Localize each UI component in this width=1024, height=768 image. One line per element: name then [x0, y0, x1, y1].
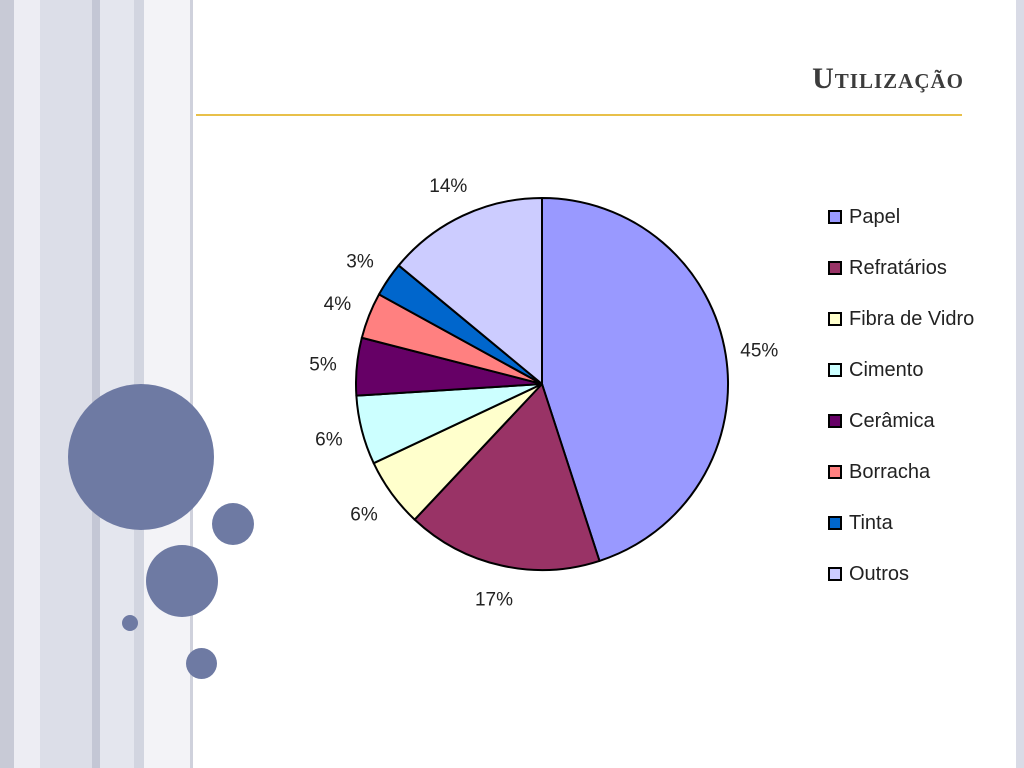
legend-label: Refratários	[849, 257, 947, 279]
pie-slice-1	[541, 197, 730, 562]
legend-label: Cimento	[849, 359, 924, 381]
legend-swatch	[828, 312, 842, 326]
decorative-circle	[212, 503, 254, 545]
data-label: 6%	[315, 430, 343, 451]
slide-title: Utilização	[812, 62, 964, 95]
decorative-circle	[186, 648, 217, 679]
legend-label: Fibra de Vidro	[849, 308, 975, 330]
legend-swatch	[828, 516, 842, 530]
background-stripe	[40, 0, 92, 768]
data-label: 17%	[475, 590, 513, 611]
background-stripe	[92, 0, 100, 768]
legend-swatch	[828, 567, 842, 581]
decorative-circle	[146, 545, 218, 617]
decorative-circle	[122, 615, 138, 631]
title-rule	[196, 114, 962, 116]
legend-swatch	[828, 210, 842, 224]
pie-slice-2	[413, 383, 601, 571]
data-label: 14%	[429, 176, 467, 197]
legend-swatch	[828, 261, 842, 275]
data-label: 4%	[324, 294, 352, 315]
legend-swatch	[828, 414, 842, 428]
legend-label: Outros	[849, 563, 910, 585]
legend-label: Borracha	[849, 461, 931, 483]
legend-label: Cerâmica	[849, 410, 935, 432]
data-label: 45%	[740, 341, 778, 362]
legend-swatch	[828, 363, 842, 377]
legend-label: Papel	[849, 206, 901, 228]
legend-label: Tinta	[849, 512, 893, 534]
decorative-circle	[68, 384, 214, 530]
legend-swatch	[828, 465, 842, 479]
data-label: 3%	[346, 251, 374, 272]
right-edge-stripe	[1016, 0, 1024, 768]
background-stripe	[0, 0, 14, 768]
pie-slice-8	[397, 197, 543, 385]
data-label: 5%	[309, 354, 337, 375]
data-label: 6%	[350, 504, 378, 525]
background-stripe	[14, 0, 40, 768]
background-stripe	[190, 0, 193, 768]
